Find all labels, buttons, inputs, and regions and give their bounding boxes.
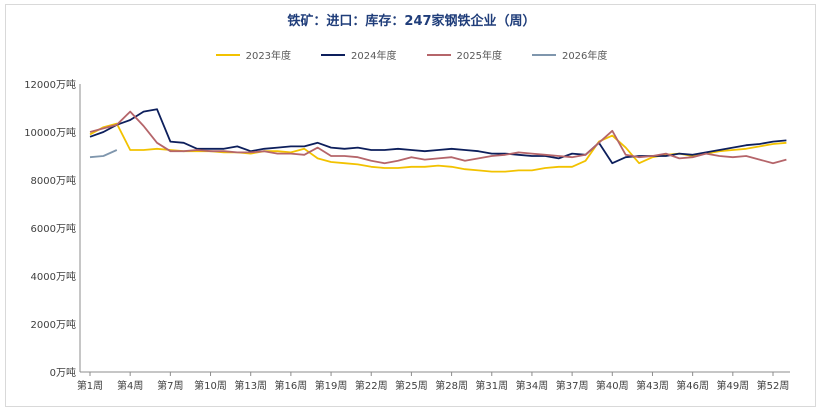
y-tick-label: 4000万吨 [31, 270, 76, 283]
x-tick-label: 第4周 [117, 379, 143, 392]
legend-swatch [215, 53, 240, 56]
legend-item-4: 2026年度 [531, 47, 608, 62]
y-tick-label: 2000万吨 [31, 318, 76, 331]
x-tick-label: 第16周 [275, 379, 308, 392]
x-tick-label: 第49周 [716, 379, 749, 392]
legend-label: 2023年度 [245, 51, 292, 62]
x-tick-label: 第37周 [556, 379, 589, 392]
x-tick-label: 第40周 [596, 379, 629, 392]
x-tick-label: 第7周 [157, 379, 183, 392]
y-tick-label: 6000万吨 [31, 222, 76, 235]
x-tick-label: 第10周 [194, 379, 227, 392]
x-tick-label: 第19周 [315, 379, 348, 392]
x-tick-label: 第28周 [435, 379, 468, 392]
chart-legend: 2023年度 2024年度 2025年度 2026年度 [0, 47, 823, 62]
series-line-4 [89, 149, 118, 159]
x-tick-label: 第46周 [676, 379, 709, 392]
legend-label: 2026年度 [561, 51, 608, 62]
series-line-3 [89, 110, 787, 165]
legend-swatch [426, 53, 451, 56]
x-tick-label: 第31周 [475, 379, 508, 392]
legend-swatch [531, 53, 556, 56]
x-tick-label: 第34周 [516, 379, 549, 392]
legend-swatch [321, 53, 346, 56]
x-tick-label: 第43周 [636, 379, 669, 392]
x-tick-label: 第52周 [757, 379, 790, 392]
series-line-2 [89, 108, 787, 165]
y-tick-label: 12000万吨 [24, 78, 76, 91]
chart-frame [5, 4, 816, 407]
y-tick-label: 10000万吨 [24, 126, 76, 139]
legend-label: 2025年度 [456, 51, 502, 62]
legend-item-3: 2025年度 [426, 47, 502, 62]
legend-label: 2024年度 [351, 51, 397, 62]
x-tick-label: 第25周 [395, 379, 428, 392]
y-tick-label: 8000万吨 [31, 174, 76, 187]
x-tick-label: 第13周 [234, 379, 267, 392]
legend-item-1: 2023年度 [215, 47, 292, 62]
x-tick-label: 第1周 [77, 379, 103, 392]
y-tick-label: 0万吨 [50, 366, 76, 379]
x-tick-label: 第22周 [355, 379, 388, 392]
chart-title: 铁矿：进口：库存：247家钢铁企业（周） [287, 14, 536, 29]
legend-item-2: 2024年度 [321, 47, 397, 62]
